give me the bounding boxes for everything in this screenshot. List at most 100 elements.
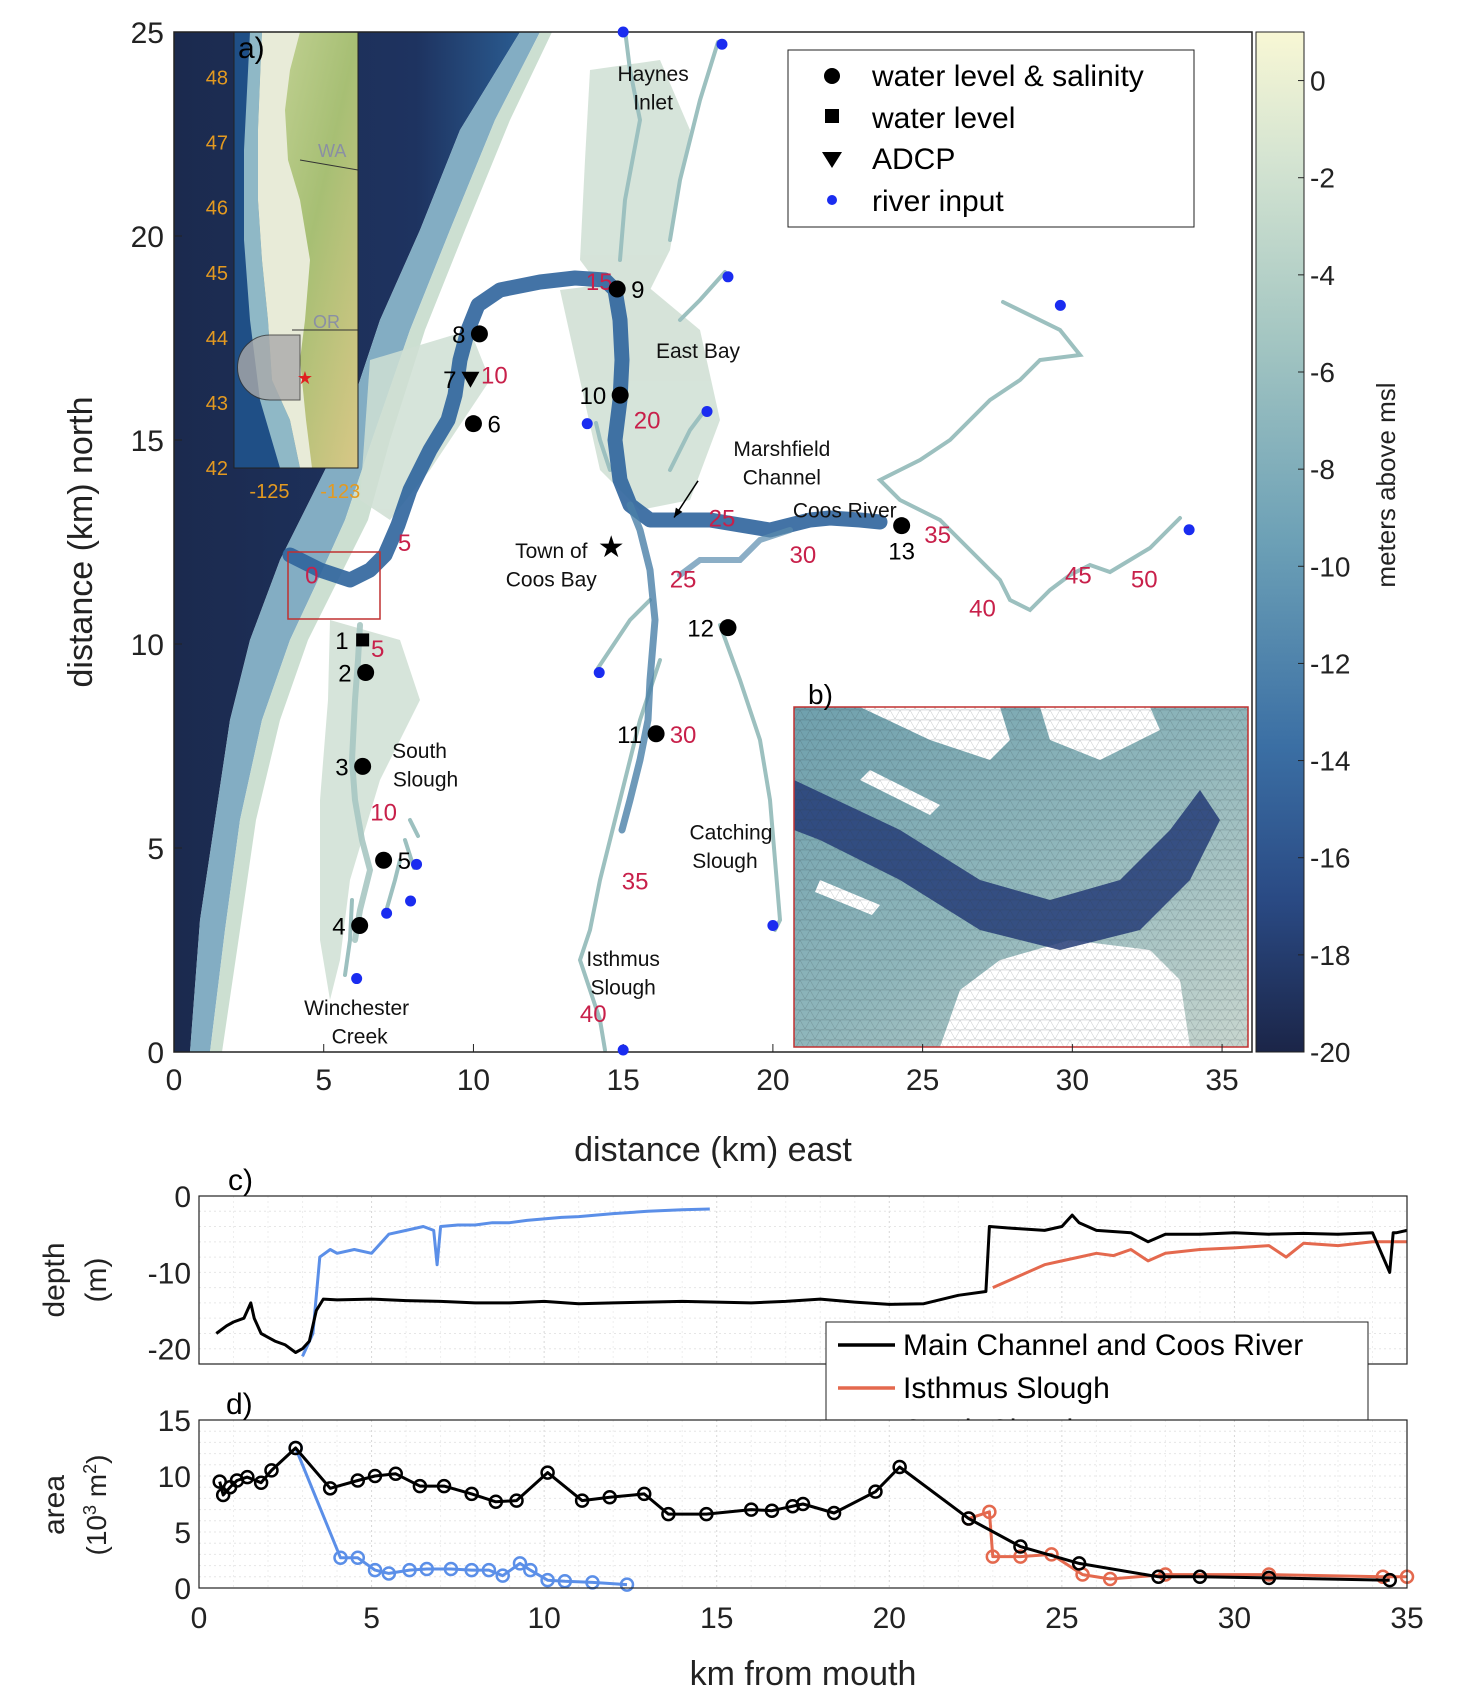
- area-series-point: [557, 1574, 573, 1589]
- station-label: 10: [579, 383, 606, 410]
- legend-label-main-channel: Main Channel and Coos River: [903, 1329, 1303, 1362]
- station-label: 11: [617, 722, 642, 749]
- panel-c-depth: 0 -10 -20 depth (m) c) Main Channel and Co…: [38, 1164, 1408, 1451]
- area-series-point: [350, 1550, 366, 1566]
- station-marker: [470, 325, 488, 343]
- map-y-ticks: 0 5 10 15 20 25: [131, 17, 182, 1070]
- area-series-point: [443, 1561, 459, 1577]
- coos-river-channel: [677, 527, 793, 578]
- panel-d-area: 0 5 10 15 0 5 10 15 20 25 30 35 area (103 m2) d) k…: [38, 1388, 1424, 1693]
- legend-label-water-level: water level: [871, 102, 1015, 135]
- area-series-point: [795, 1496, 811, 1512]
- panel-d-x-tick-label: 35: [1390, 1602, 1423, 1635]
- inset-state-label-wa: WA: [318, 141, 346, 161]
- river-input-points: [351, 26, 1195, 1056]
- area-series-point: [985, 1549, 1001, 1564]
- legend-label-water-level-salinity: water level & salinity: [871, 60, 1144, 93]
- place-label: Marshfield: [733, 438, 830, 461]
- annotation-arrow: [673, 480, 699, 518]
- panel-c-series: [215, 1207, 1408, 1358]
- zoom-box: [287, 551, 381, 620]
- panel-d-x-label: km from mouth: [690, 1655, 917, 1693]
- area-series-point: [488, 1494, 504, 1510]
- area-series-point: [464, 1486, 479, 1502]
- area-series-point: [574, 1493, 590, 1508]
- area-series-point: [1192, 1569, 1208, 1585]
- area-series-point: [1071, 1556, 1087, 1571]
- area-series-point: [868, 1484, 883, 1499]
- map-x-tick-label: 20: [756, 1064, 789, 1097]
- place-label: Isthmus: [586, 948, 660, 971]
- area-series-point: [743, 1502, 759, 1517]
- map-x-tick-label: 5: [315, 1064, 332, 1097]
- area-series-point: [540, 1572, 555, 1588]
- inset-y-tick-label: 46: [206, 198, 228, 220]
- area-series-point: [1382, 1572, 1397, 1588]
- area-series-point: [1151, 1569, 1166, 1585]
- area-series-point: [388, 1466, 403, 1482]
- map-x-tick-label: 35: [1205, 1064, 1238, 1097]
- area-series-point: [602, 1490, 617, 1505]
- area-series-point: [495, 1568, 510, 1583]
- place-label: Slough: [590, 977, 655, 1000]
- inset-y-tick-label: 45: [206, 263, 228, 285]
- panel-b-mesh-zoom: b): [793, 679, 1249, 1048]
- colorbar-tick-label: -10: [1310, 551, 1350, 582]
- area-series-line: [968, 1510, 1407, 1581]
- panel-d-y-tick-label: 0: [174, 1573, 191, 1606]
- area-series-point: [322, 1481, 338, 1496]
- inset-x-tick-label: -123: [320, 481, 360, 503]
- area-series-point: [699, 1506, 714, 1522]
- panel-d-y-label-units: (103 m2): [80, 1455, 112, 1556]
- panel-d-x-tick-label: 30: [1218, 1602, 1251, 1635]
- inset-y-tick-label: 44: [206, 328, 228, 350]
- km-marker-label: 30: [789, 542, 816, 569]
- panel-d-label: d): [226, 1388, 253, 1421]
- area-series-point: [636, 1486, 652, 1502]
- area-series-point: [367, 1562, 383, 1578]
- km-marker-label: 40: [580, 1001, 607, 1028]
- south-slough-channel: [348, 622, 374, 943]
- colorbar-ticks: 0 -2 -4 -6 -8 -10 -12 -14 -16 -18 -20: [1298, 66, 1350, 1068]
- legend-label-adcp: ADCP: [872, 143, 955, 176]
- colorbar-tick-label: -20: [1310, 1037, 1350, 1068]
- area-series-point: [419, 1561, 435, 1577]
- area-series-line: [218, 1446, 1390, 1582]
- map-legend: water level & salinity water level ADCP …: [787, 49, 1195, 228]
- river-input-point: [722, 271, 734, 283]
- station-label: 9: [631, 277, 644, 304]
- place-label: Coos River: [793, 499, 897, 522]
- area-series-point: [253, 1475, 269, 1490]
- area-series-point: [661, 1506, 676, 1522]
- panel-a-label: a): [238, 32, 265, 65]
- legend-label-river-input: river input: [872, 185, 1004, 218]
- km-marker-label: 40: [969, 595, 996, 622]
- inset-map: WA OR ★ 48 47 46 45 44 43 42 -125 -123: [206, 31, 360, 503]
- colorbar-tick-label: -4: [1310, 260, 1335, 291]
- area-series-point: [350, 1473, 366, 1488]
- station-label: 13: [888, 539, 915, 566]
- station-marker: [647, 725, 665, 743]
- map-y-tick-label: 0: [147, 1037, 164, 1070]
- inset-y-tick-label: 48: [206, 68, 228, 90]
- panel-d-x-tick-label: 20: [873, 1602, 906, 1635]
- map-y-tick-label: 10: [131, 629, 164, 662]
- panel-d-x-tick-label: 15: [700, 1602, 733, 1635]
- area-series-point: [892, 1459, 907, 1475]
- station-marker: [893, 517, 911, 535]
- area-series-point: [402, 1562, 417, 1578]
- panel-d-y-tick-label: 5: [174, 1517, 191, 1550]
- map-y-tick-label: 5: [147, 833, 164, 866]
- area-series-point: [381, 1566, 397, 1581]
- area-series-point: [509, 1493, 524, 1508]
- map-x-tick-label: 0: [166, 1064, 183, 1097]
- area-series-point: [240, 1469, 255, 1485]
- station-label: 12: [687, 616, 714, 643]
- map-y-tick-label: 20: [131, 221, 164, 254]
- depth-series-line: [215, 1213, 1408, 1354]
- station-marker: [461, 371, 480, 388]
- panel-d-y-tick-label: 10: [158, 1461, 191, 1494]
- area-series-point: [288, 1440, 303, 1456]
- panel-d-x-tick-label: 0: [191, 1602, 208, 1635]
- station-label: 6: [487, 412, 500, 439]
